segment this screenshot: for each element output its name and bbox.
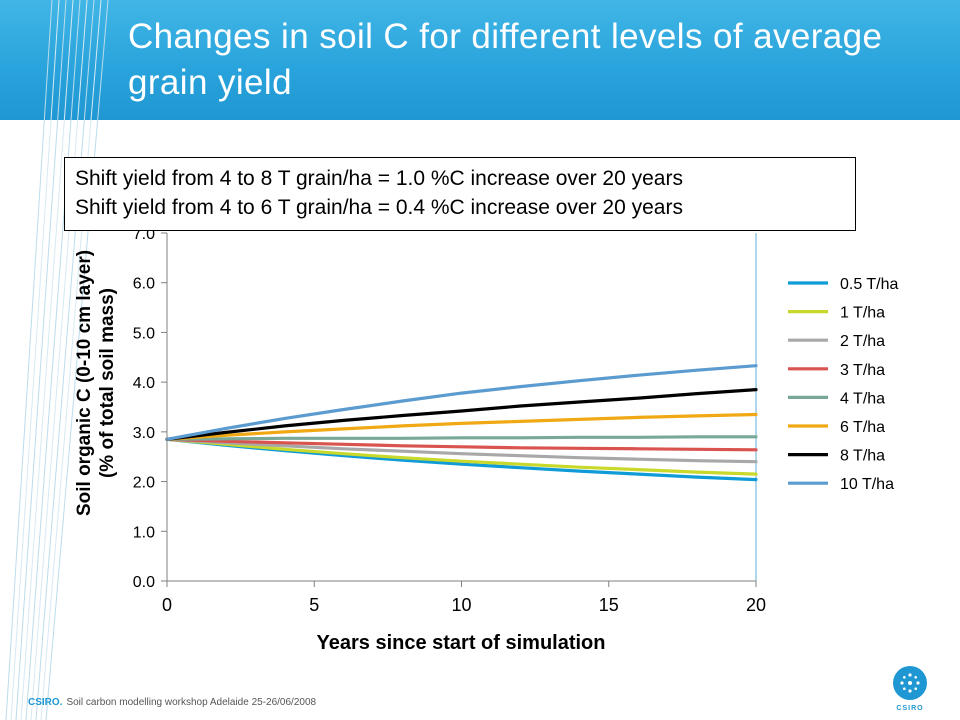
- decor-stripe: [40, 0, 102, 720]
- y-axis-subtitle: (% of total soil mass): [97, 288, 118, 478]
- legend-label: 4 T/ha: [840, 390, 885, 407]
- annotation-line-1: Shift yield from 4 to 8 T grain/ha = 1.0…: [75, 167, 683, 190]
- x-tick-label: 10: [451, 595, 471, 615]
- x-tick-label: 5: [309, 595, 319, 615]
- y-tick-label: 0.0: [133, 574, 155, 591]
- decor-stripe: [30, 0, 88, 720]
- decor-stripe: [45, 0, 109, 720]
- series-line-6-t-ha: [165, 412, 758, 441]
- decor-stripe: [10, 0, 60, 720]
- decor-stripe: [35, 0, 95, 720]
- slide-title: Changes in soil C for different levels o…: [128, 17, 883, 102]
- legend-label: 1 T/ha: [840, 305, 885, 322]
- x-tick-label: 15: [599, 595, 619, 615]
- x-tick-label: 20: [746, 595, 766, 615]
- decorative-stripes: [5, 0, 109, 720]
- legend-label: 0.5 T/ha: [840, 276, 899, 293]
- y-tick-label: 3.0: [133, 425, 155, 442]
- series-line-1-t-ha: [165, 437, 758, 476]
- x-axis-title: Years since start of simulation: [317, 632, 606, 654]
- footer-text: Soil carbon modelling workshop Adelaide …: [66, 697, 317, 708]
- legend-label: 2 T/ha: [840, 333, 885, 350]
- series-lines: [165, 364, 758, 482]
- series-line-10-t-ha: [165, 364, 758, 441]
- x-tick-label: 0: [162, 595, 172, 615]
- svg-text:CSIRO: CSIRO: [896, 705, 923, 712]
- axes: 0.01.02.03.04.05.06.07.00 5 10 15 20: [133, 226, 766, 615]
- series-line-3-t-ha: [165, 437, 758, 452]
- y-tick-label: 1.0: [133, 524, 155, 541]
- legend: 0.5 T/ha 1 T/ha 2 T/ha 3 T/ha 4 T/ha 6 T/ha 8 …: [788, 276, 899, 493]
- legend-label: 3 T/ha: [840, 362, 885, 379]
- title-banner: Changes in soil C for different levels o…: [0, 0, 960, 120]
- legend-label: 6 T/ha: [840, 419, 885, 436]
- y-axis-title: Soil organic C (0-10 cm layer): [74, 250, 95, 516]
- csiro-logo: CSIRO: [893, 666, 927, 712]
- series-line-4-t-ha: [165, 435, 758, 441]
- y-tick-label: 2.0: [133, 475, 155, 492]
- y-tick-label: 5.0: [133, 325, 155, 342]
- decor-stripe: [20, 0, 74, 720]
- legend-label: 10 T/ha: [840, 476, 894, 493]
- decor-stripe: [15, 0, 67, 720]
- footer-brand: CSIRO.: [28, 697, 63, 708]
- decor-stripe: [25, 0, 81, 720]
- y-tick-label: 6.0: [133, 276, 155, 293]
- legend-label: 8 T/ha: [840, 448, 885, 465]
- y-tick-label: 4.0: [133, 375, 155, 392]
- series-line-8-t-ha: [165, 388, 758, 441]
- series-line-2-t-ha: [165, 437, 758, 464]
- annotation-line-2: Shift yield from 4 to 6 T grain/ha = 0.4…: [75, 196, 683, 219]
- footer: CSIRO. Soil carbon modelling workshop Ade…: [28, 697, 316, 708]
- decor-stripe: [5, 0, 53, 720]
- annotation-box: Shift yield from 4 to 8 T grain/ha = 1.0…: [64, 157, 856, 231]
